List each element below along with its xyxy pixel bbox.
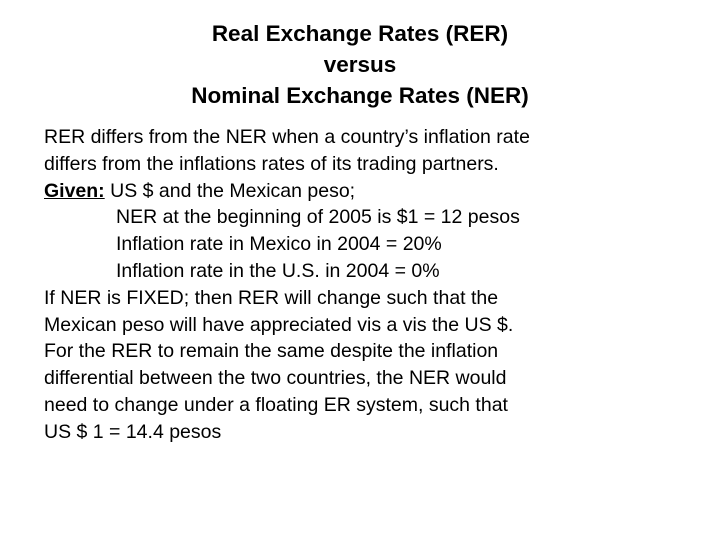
paragraph-line: RER differs from the NER when a country’… [44, 126, 530, 148]
paragraph-rer-same: For the RER to remain the same despite t… [44, 338, 704, 445]
paragraph-line: differs from the inflations rates of its… [44, 152, 499, 175]
title-line-1: Real Exchange Rates (RER) [211, 21, 509, 46]
paragraph-line: US $ 1 = 14.4 pesos [44, 420, 222, 443]
given-item-us-inflation: Inflation rate in the U.S. in 2004 = 0% [116, 259, 440, 282]
paragraph-line: differential between the two countries, … [44, 367, 507, 390]
paragraph-ner-fixed: If NER is FIXED; then RER will change su… [44, 285, 704, 339]
given-statement: Given: US $ and the Mexican peso; [44, 178, 704, 205]
paragraph-line: If NER is FIXED; then RER will change su… [44, 286, 499, 309]
slide-title: Real Exchange Rates (RER) versus Nominal… [0, 18, 720, 111]
given-item-mexico-inflation: Inflation rate in Mexico in 2004 = 20% [116, 233, 442, 256]
title-line-2: versus [323, 52, 397, 77]
paragraph-rer-differs: RER differs from the NER when a country’… [44, 124, 704, 178]
paragraph-line: For the RER to remain the same despite t… [44, 340, 499, 363]
paragraph-line: need to change under a floating ER syste… [44, 393, 508, 416]
given-label: Given: [44, 179, 105, 202]
given-text: US $ and the Mexican peso; [104, 179, 356, 202]
paragraph-line: Mexican peso will have appreciated vis a… [44, 313, 514, 336]
given-item-ner: NER at the beginning of 2005 is $1 = 12 … [116, 206, 520, 229]
title-line-3: Nominal Exchange Rates (NER) [191, 83, 529, 108]
slide-body: RER differs from the NER when a country’… [44, 124, 704, 446]
